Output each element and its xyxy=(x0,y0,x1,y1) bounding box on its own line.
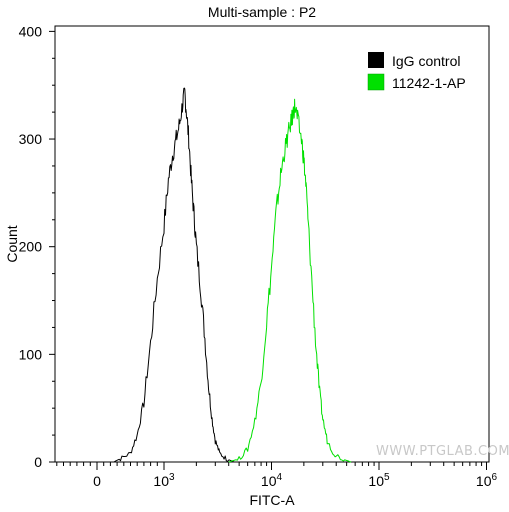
watermark: WWW.PTGLAB.COM xyxy=(376,444,509,459)
y-axis-title: Count xyxy=(4,225,20,262)
chart-title: Multi-sample : P2 xyxy=(208,4,316,20)
x-axis: 0 103 104 105 106 xyxy=(56,462,498,489)
x-axis-title: FITC-A xyxy=(249,492,295,508)
y-tick-label: 0 xyxy=(34,454,42,470)
y-tick-label: 200 xyxy=(19,239,43,255)
x-tick-label: 0 xyxy=(93,473,101,489)
x-tick-label: 105 xyxy=(368,472,390,489)
y-tick-label: 100 xyxy=(19,346,43,362)
series-layer xyxy=(113,87,352,463)
series-line-igg-control xyxy=(113,87,235,463)
x-tick-label: 104 xyxy=(261,472,283,489)
legend-swatch-antibody xyxy=(367,73,385,91)
legend-swatch-igg xyxy=(368,52,384,68)
legend-label-antibody: 11242-1-AP xyxy=(392,75,466,91)
y-axis: 0 100 200 300 400 xyxy=(19,23,55,470)
plot-area xyxy=(54,25,490,463)
legend-label-igg: IgG control xyxy=(392,53,460,69)
x-tick-label: 103 xyxy=(153,472,175,489)
legend: IgG control 11242-1-AP xyxy=(367,52,466,91)
y-tick-label: 300 xyxy=(19,131,43,147)
x-tick-label: 106 xyxy=(476,472,498,489)
series-line-11242-1-ap xyxy=(228,98,352,463)
y-tick-label: 400 xyxy=(19,23,43,39)
